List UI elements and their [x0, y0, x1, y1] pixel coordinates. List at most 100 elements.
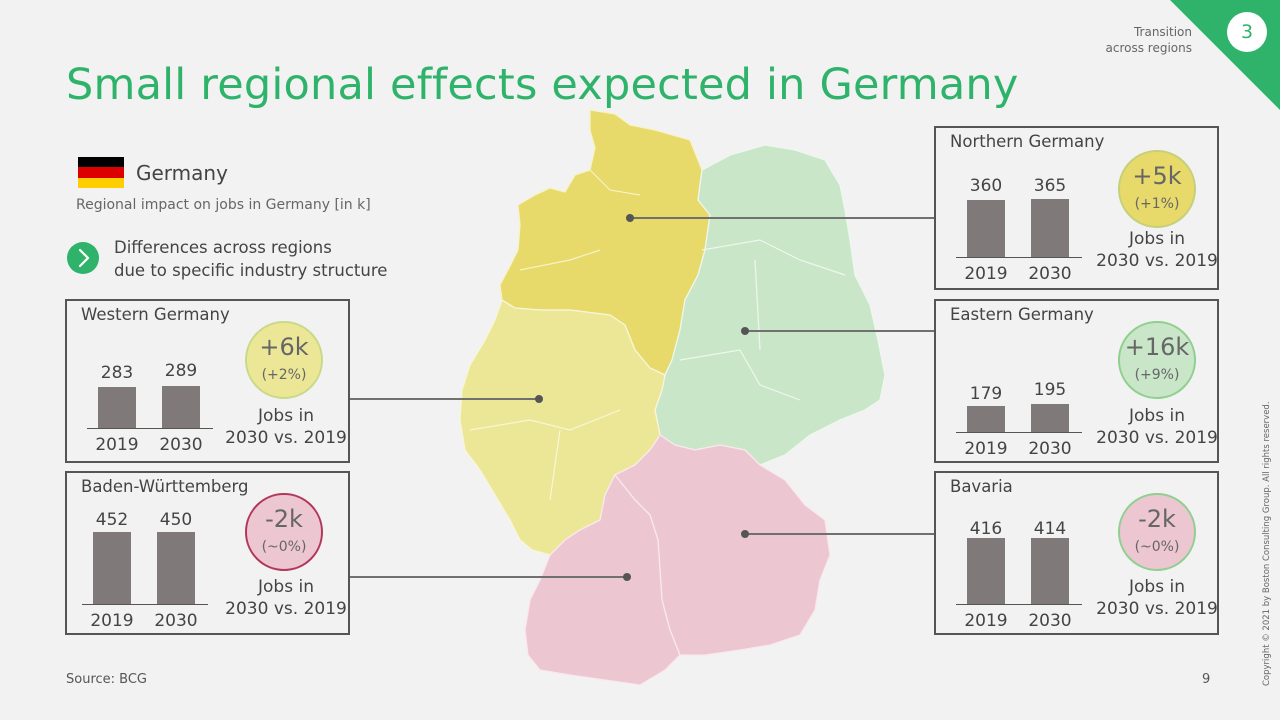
country-label: Germany	[136, 161, 228, 185]
connector-dot-eastern	[741, 327, 749, 335]
connector-bavaria	[745, 533, 935, 535]
change-percent: (+9%)	[1134, 367, 1180, 383]
connector-dot-northern	[626, 214, 634, 222]
panel-northern-germany: Northern Germany 360 365 2019 2030 +5k (…	[934, 126, 1219, 290]
bar-value-2019: 179	[969, 384, 1003, 404]
jobs-caption: Jobs in 2030 vs. 2019	[1092, 228, 1222, 272]
bar-value-2019: 416	[969, 519, 1003, 539]
year-label-2030: 2030	[159, 435, 203, 455]
bar-2019	[967, 200, 1005, 257]
panel-title: Northern Germany	[950, 132, 1105, 151]
panel-bavaria: Bavaria 416 414 2019 2030 -2k (~0%) Jobs…	[934, 471, 1219, 635]
page-title: Small regional effects expected in Germa…	[66, 60, 1019, 110]
panel-western-germany: Western Germany 283 289 2019 2030 +6k (+…	[65, 299, 350, 463]
map-region-eastern	[654, 144, 886, 466]
change-value: +16k	[1124, 333, 1190, 361]
germany-flag-icon	[78, 157, 124, 188]
section-number-badge: 3	[1227, 12, 1267, 52]
year-label-2019: 2019	[964, 611, 1008, 631]
jobs-caption: Jobs in 2030 vs. 2019	[1092, 405, 1222, 449]
jobs-line2: 2030 vs. 2019	[1096, 251, 1218, 271]
change-circle: -2k (~0%)	[1118, 493, 1196, 571]
jobs-caption: Jobs in 2030 vs. 2019	[221, 405, 351, 449]
jobs-line2: 2030 vs. 2019	[225, 599, 347, 619]
section-name-line1: Transition	[1133, 25, 1192, 39]
bar-value-2019: 452	[95, 510, 129, 530]
bar-value-2030: 414	[1033, 519, 1067, 539]
bar-2019	[93, 532, 131, 604]
jobs-line2: 2030 vs. 2019	[1096, 428, 1218, 448]
year-label-2030: 2030	[1028, 264, 1072, 284]
change-circle: +5k (+1%)	[1118, 150, 1196, 228]
panel-title: Eastern Germany	[950, 305, 1094, 324]
change-value: +5k	[1132, 162, 1182, 190]
panel-eastern-germany: Eastern Germany 179 195 2019 2030 +16k (…	[934, 299, 1219, 463]
bar-2019	[967, 406, 1005, 432]
differences-line2: due to specific industry structure	[114, 261, 388, 280]
change-circle: +6k (+2%)	[245, 321, 323, 399]
panel-baden-wuerttemberg: Baden-Württemberg 452 450 2019 2030 -2k …	[65, 471, 350, 635]
bar-value-2019: 360	[969, 176, 1003, 196]
connector-dot-baden	[623, 573, 631, 581]
year-label-2019: 2019	[964, 264, 1008, 284]
jobs-line2: 2030 vs. 2019	[1096, 599, 1218, 619]
connector-dot-bavaria	[741, 530, 749, 538]
connector-western	[349, 398, 539, 400]
jobs-line1: Jobs in	[1129, 577, 1185, 597]
differences-line1: Differences across regions	[114, 238, 332, 257]
chart-subtitle: Regional impact on jobs in Germany [in k…	[76, 197, 371, 213]
year-label-2030: 2030	[1028, 439, 1072, 459]
jobs-line2: 2030 vs. 2019	[225, 428, 347, 448]
connector-eastern	[745, 330, 935, 332]
jobs-line1: Jobs in	[258, 406, 314, 426]
bar-value-2030: 365	[1033, 176, 1067, 196]
differences-note: Differences across regions due to specif…	[114, 236, 434, 282]
change-value: -2k	[1138, 505, 1176, 533]
jobs-line1: Jobs in	[258, 577, 314, 597]
bar-value-2030: 289	[164, 361, 198, 381]
connector-dot-western	[535, 395, 543, 403]
year-label-2019: 2019	[964, 439, 1008, 459]
change-percent: (+2%)	[261, 367, 307, 383]
year-label-2019: 2019	[95, 435, 139, 455]
change-percent: (~0%)	[261, 539, 307, 555]
panel-title: Baden-Württemberg	[81, 477, 249, 496]
change-circle: +16k (+9%)	[1118, 321, 1196, 399]
bar-2019	[98, 386, 136, 428]
connector-northern	[630, 217, 935, 219]
bar-baseline	[956, 604, 1082, 605]
bar-2030	[1031, 199, 1069, 257]
map-region-baden-wuerttemberg	[524, 473, 681, 686]
change-value: -2k	[265, 505, 303, 533]
page-number: 9	[1202, 672, 1211, 687]
year-label-2030: 2030	[154, 611, 198, 631]
year-label-2030: 2030	[1028, 611, 1072, 631]
panel-title: Western Germany	[81, 305, 230, 324]
bar-value-2030: 195	[1033, 380, 1067, 400]
connector-baden	[349, 576, 627, 578]
source-note: Source: BCG	[66, 672, 148, 687]
bar-baseline	[82, 604, 208, 605]
section-name-line2: across regions	[1105, 41, 1192, 55]
change-percent: (~0%)	[1134, 539, 1180, 555]
panel-title: Bavaria	[950, 477, 1013, 496]
copyright-note: Copyright © 2021 by Boston Consulting Gr…	[1262, 401, 1272, 686]
section-number: 3	[1240, 21, 1254, 43]
bar-baseline	[956, 257, 1082, 258]
bar-2030	[162, 386, 200, 428]
change-percent: (+1%)	[1134, 196, 1180, 212]
jobs-caption: Jobs in 2030 vs. 2019	[1092, 576, 1222, 620]
bar-value-2019: 283	[100, 363, 134, 383]
germany-map	[459, 109, 886, 686]
jobs-line1: Jobs in	[1129, 406, 1185, 426]
year-label-2019: 2019	[90, 611, 134, 631]
bar-baseline	[87, 428, 213, 429]
change-value: +6k	[259, 333, 309, 361]
change-circle: -2k (~0%)	[245, 493, 323, 571]
bar-value-2030: 450	[159, 510, 193, 530]
bar-baseline	[956, 432, 1082, 433]
section-name: Transition across regions	[1032, 24, 1192, 56]
bar-2019	[967, 537, 1005, 604]
jobs-caption: Jobs in 2030 vs. 2019	[221, 576, 351, 620]
bar-2030	[1031, 538, 1069, 604]
